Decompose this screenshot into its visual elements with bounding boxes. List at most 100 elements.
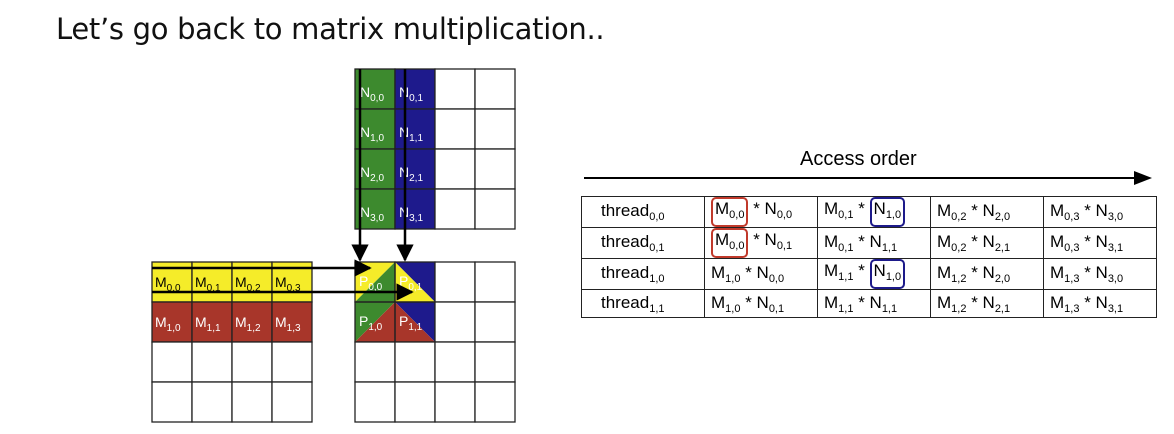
access-order-label: Access order	[800, 148, 917, 170]
m-term: M0,1	[824, 199, 854, 221]
m-cell-3-1	[191, 381, 233, 423]
n-term: N1,1	[869, 232, 898, 254]
m-label: M0,2	[235, 274, 261, 294]
n-label: N3,0	[360, 204, 384, 224]
product-cell: M0,1 * N1,1	[817, 227, 931, 259]
thread-label: thread1,0	[601, 263, 665, 285]
n-term: N2,0	[982, 263, 1011, 285]
m-label: M1,2	[235, 314, 261, 334]
matrix-m: M0,0 M0,1 M0,2 M0,3 M1,0 M1,1 M1,2 M1,3	[151, 261, 313, 423]
n-term: N2,0	[982, 201, 1011, 223]
thread-label: thread0,0	[601, 201, 665, 223]
m-term: M1,0	[711, 263, 741, 285]
n-cell-2-1	[394, 148, 436, 190]
m-term: M0,2	[937, 201, 967, 223]
thread-label: thread1,1	[601, 292, 665, 315]
n-label: N2,0	[360, 164, 384, 184]
m-cell-2-1	[191, 341, 233, 383]
flow-arrows	[152, 69, 414, 301]
product-cell: M1,0 * N0,0	[704, 258, 818, 290]
product-cell: M1,0 * N0,1	[704, 289, 818, 318]
table-row: thread0,0 M0,0 * N0,0 M0,1 * N1,0 M0,2 * N2…	[581, 196, 1157, 228]
p-label: P1,0	[359, 313, 383, 333]
product-cell: M1,1 * N1,1	[817, 289, 931, 318]
thread-cell: thread1,0	[581, 258, 705, 290]
n-term: N3,1	[1095, 232, 1124, 254]
n-term: N1,0	[869, 197, 906, 227]
n-term: N0,0	[756, 263, 785, 285]
p-cell-1-0-red	[355, 302, 395, 342]
n-term: N0,1	[764, 230, 793, 252]
n-cell-0-2	[434, 68, 476, 110]
product-cell: M1,3 * N3,1	[1043, 289, 1157, 318]
m-cell-2-2	[231, 341, 273, 383]
m-term: M1,3	[1050, 292, 1080, 315]
p-cell-1-1-red	[395, 302, 435, 342]
product-cell: M0,0 * N0,0	[704, 196, 818, 228]
m-label: M1,1	[195, 314, 221, 334]
product-cell: M1,3 * N3,0	[1043, 258, 1157, 290]
table-row: thread1,0 M1,0 * N0,0 M1,1 * N1,0 M1,2 * N2…	[581, 258, 1157, 290]
m-label: M1,0	[155, 314, 181, 334]
m-term: M0,3	[1050, 232, 1080, 254]
n-term: N0,0	[764, 199, 793, 221]
n-cell-2-3	[474, 148, 516, 190]
product-cell: M0,2 * N2,0	[930, 196, 1044, 228]
slide-title: Let’s go back to matrix multiplication..	[56, 12, 605, 46]
m-term: M1,1	[824, 292, 854, 315]
n-label: N1,0	[360, 124, 384, 144]
n-cell-2-0	[354, 148, 396, 190]
n-term: N2,1	[982, 232, 1011, 254]
table-row: thread1,1 M1,0 * N0,1 M1,1 * N1,1 M1,2 * N2…	[581, 289, 1157, 318]
product-cell: M1,2 * N2,0	[930, 258, 1044, 290]
m-term: M0,3	[1050, 201, 1080, 223]
m-term: M0,0	[711, 228, 749, 258]
n-term: N1,1	[869, 292, 898, 315]
product-cell: M0,3 * N3,0	[1043, 196, 1157, 228]
n-cell-3-0	[354, 188, 396, 230]
access-order-table: thread0,0 M0,0 * N0,0 M0,1 * N1,0 M0,2 * N2…	[581, 196, 1157, 318]
m-cell-2-0	[151, 341, 193, 383]
n-cell-1-3	[474, 108, 516, 150]
n-term: N3,1	[1095, 292, 1124, 315]
m-term: M0,1	[824, 232, 854, 254]
n-term: N3,0	[1095, 263, 1124, 285]
n-term: N1,0	[869, 259, 906, 289]
p-label: P0,1	[399, 273, 423, 293]
n-term: N0,1	[756, 292, 785, 315]
m-term: M1,2	[937, 292, 967, 315]
matrix-n: N0,0 N0,1 N1,0 N1,1 N2,0 N2,1 N3,0 N3,1	[354, 68, 516, 230]
m-label: M0,0	[155, 274, 181, 294]
matrix-p: P0,0 P0,1 P1,0 P1,1	[354, 261, 516, 423]
m-term: M0,2	[937, 232, 967, 254]
thread-cell: thread1,1	[581, 289, 705, 318]
n-label: N0,0	[360, 84, 384, 104]
m-cell-1-3	[271, 301, 313, 343]
product-cell: M1,1 * N1,0	[817, 258, 931, 290]
n-cell-3-1	[394, 188, 436, 230]
p-label: P1,1	[399, 313, 423, 333]
m-label: M1,3	[275, 314, 301, 334]
m-cell-3-0	[151, 381, 193, 423]
product-cell: M0,1 * N1,0	[817, 196, 931, 228]
p-label: P0,0	[359, 273, 383, 293]
m-term: M1,0	[711, 292, 741, 315]
n-cell-0-3	[474, 68, 516, 110]
thread-cell: thread0,1	[581, 227, 705, 259]
access-order-arrow	[584, 171, 1152, 185]
m-cell-3-2	[231, 381, 273, 423]
product-cell: M0,3 * N3,1	[1043, 227, 1157, 259]
m-cell-1-0	[151, 301, 193, 343]
n-cell-3-3	[474, 188, 516, 230]
n-cell-0-1	[394, 68, 436, 110]
m-cell-1-2	[231, 301, 273, 343]
product-cell: M0,0 * N0,1	[704, 227, 818, 259]
m-term: M0,0	[711, 197, 749, 227]
n-cell-1-2	[434, 108, 476, 150]
table-row: thread0,1 M0,0 * N0,1 M0,1 * N1,1 M0,2 * N2…	[581, 227, 1157, 259]
m-label: M0,1	[195, 274, 221, 294]
product-cell: M1,2 * N2,1	[930, 289, 1044, 318]
m-term: M1,3	[1050, 263, 1080, 285]
n-cell-3-2	[434, 188, 476, 230]
